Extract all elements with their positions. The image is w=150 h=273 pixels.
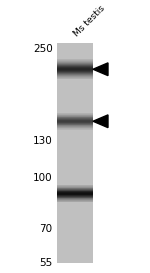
Bar [57, 60, 93, 61]
Bar [57, 194, 93, 195]
Bar [57, 187, 93, 188]
Bar [57, 125, 93, 126]
Bar [57, 114, 93, 115]
Bar [57, 43, 93, 263]
Bar [57, 191, 93, 192]
Bar [57, 70, 93, 71]
Bar [57, 71, 93, 72]
Bar [57, 188, 93, 189]
Bar [57, 200, 93, 201]
Bar [57, 122, 93, 123]
Bar [57, 62, 93, 63]
Bar [57, 189, 93, 190]
Bar [57, 77, 93, 78]
Text: Ms testis: Ms testis [72, 4, 106, 38]
Bar [57, 201, 93, 202]
Bar [57, 190, 93, 191]
Bar [57, 185, 93, 186]
Polygon shape [93, 63, 108, 76]
Text: 55: 55 [39, 258, 52, 268]
Bar [57, 128, 93, 129]
Bar [57, 65, 93, 66]
Bar [57, 74, 93, 75]
Text: 100: 100 [33, 173, 52, 183]
Bar [57, 66, 93, 67]
Text: 70: 70 [39, 224, 52, 234]
Bar [57, 78, 93, 79]
Bar [57, 116, 93, 117]
Bar [57, 126, 93, 127]
Text: 250: 250 [33, 44, 52, 54]
Bar [57, 119, 93, 120]
Bar [57, 76, 93, 77]
Bar [57, 72, 93, 73]
Bar [57, 199, 93, 200]
Bar [57, 195, 93, 196]
Bar [57, 113, 93, 114]
Bar [57, 124, 93, 125]
Bar [57, 117, 93, 118]
Bar [57, 61, 93, 62]
Bar [57, 69, 93, 70]
Text: 130: 130 [33, 136, 52, 146]
Bar [57, 198, 93, 199]
Polygon shape [93, 115, 108, 128]
Bar [57, 59, 93, 60]
Bar [57, 202, 93, 203]
Bar [57, 121, 93, 122]
Bar [57, 67, 93, 68]
Bar [57, 127, 93, 128]
Bar [57, 192, 93, 193]
Bar [57, 73, 93, 74]
Bar [57, 64, 93, 65]
Bar [57, 63, 93, 64]
Bar [57, 120, 93, 121]
Bar [57, 68, 93, 69]
Bar [57, 123, 93, 124]
Bar [57, 193, 93, 194]
Bar [57, 118, 93, 119]
Bar [57, 115, 93, 116]
Bar [57, 129, 93, 130]
Bar [57, 197, 93, 198]
Bar [57, 186, 93, 187]
Bar [57, 75, 93, 76]
Bar [57, 196, 93, 197]
